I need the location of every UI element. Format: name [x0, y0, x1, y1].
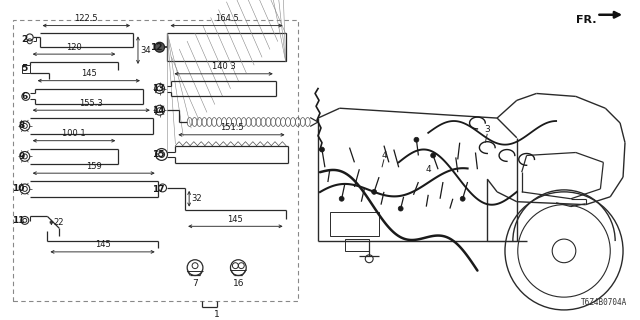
Circle shape	[339, 196, 344, 201]
Text: 6: 6	[22, 92, 28, 101]
Circle shape	[398, 206, 403, 211]
Text: 11: 11	[12, 216, 25, 225]
Text: 159: 159	[86, 162, 102, 171]
Text: 7: 7	[192, 279, 198, 288]
Circle shape	[155, 42, 164, 52]
Text: 5: 5	[22, 64, 28, 73]
Text: T6Z4B0704A: T6Z4B0704A	[580, 298, 627, 307]
Bar	[22, 65, 29, 73]
Bar	[13, 20, 298, 301]
Circle shape	[372, 189, 376, 194]
Text: 34: 34	[140, 46, 151, 55]
Text: 3: 3	[484, 125, 490, 134]
Circle shape	[460, 196, 465, 201]
Bar	[344, 239, 369, 251]
Text: 145: 145	[95, 240, 111, 249]
Text: 164.5: 164.5	[214, 14, 239, 23]
Text: 145: 145	[81, 69, 97, 78]
Text: 32: 32	[191, 194, 202, 203]
Text: 4: 4	[426, 165, 431, 174]
Bar	[330, 212, 379, 236]
Bar	[168, 34, 285, 61]
Text: 16: 16	[232, 279, 244, 288]
Text: 4: 4	[381, 151, 387, 160]
Text: 22: 22	[54, 218, 65, 227]
Text: 12: 12	[150, 43, 163, 52]
Text: 1: 1	[214, 310, 220, 319]
Text: 122.5: 122.5	[74, 14, 98, 23]
Text: 2: 2	[22, 35, 28, 44]
Text: 10: 10	[12, 184, 25, 193]
Text: 145: 145	[227, 215, 243, 224]
Circle shape	[319, 147, 324, 152]
Text: 17: 17	[152, 185, 164, 194]
Text: 100 1: 100 1	[62, 129, 86, 138]
Text: 151.5: 151.5	[220, 123, 243, 132]
Circle shape	[414, 137, 419, 142]
Text: 9: 9	[19, 152, 25, 161]
Text: 140 3: 140 3	[212, 62, 236, 71]
Circle shape	[431, 153, 436, 158]
Text: 13: 13	[152, 84, 164, 93]
Text: 14: 14	[152, 106, 164, 115]
Text: FR.: FR.	[576, 15, 596, 25]
Text: 155.3: 155.3	[79, 99, 103, 108]
Text: 8: 8	[19, 122, 25, 131]
Text: 15: 15	[152, 150, 164, 159]
Text: 120: 120	[66, 43, 82, 52]
